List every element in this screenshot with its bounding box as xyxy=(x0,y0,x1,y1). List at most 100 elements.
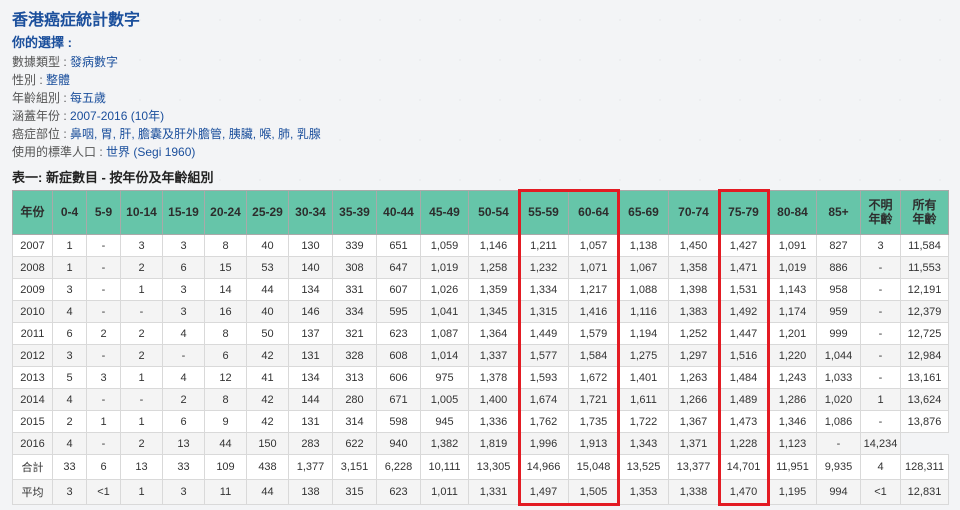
filter-row: 性別 : 整體 xyxy=(12,71,948,89)
filter-value: 世界 (Segi 1960) xyxy=(106,145,195,159)
column-header: 35-39 xyxy=(333,191,377,235)
value-cell: 3 xyxy=(861,235,901,257)
value-cell: 14,966 xyxy=(519,455,569,480)
value-cell: 1,489 xyxy=(719,389,769,411)
column-header: 70-74 xyxy=(669,191,719,235)
value-cell: - xyxy=(861,411,901,433)
value-cell: 1,378 xyxy=(469,367,519,389)
value-cell: 13,876 xyxy=(901,411,949,433)
value-cell: 1,450 xyxy=(669,235,719,257)
column-header: 40-44 xyxy=(377,191,421,235)
value-cell: 2 xyxy=(121,433,163,455)
filter-label: 癌症部位 : xyxy=(12,127,70,141)
column-header: 85+ xyxy=(817,191,861,235)
value-cell: 438 xyxy=(247,455,289,480)
value-cell: 13,525 xyxy=(619,455,669,480)
column-header: 55-59 xyxy=(519,191,569,235)
value-cell: 315 xyxy=(333,480,377,505)
value-cell: 1,286 xyxy=(769,389,817,411)
year-cell: 2012 xyxy=(13,345,53,367)
value-cell: 131 xyxy=(289,411,333,433)
year-cell: 2010 xyxy=(13,301,53,323)
value-cell: <1 xyxy=(87,480,121,505)
value-cell: 3 xyxy=(163,235,205,257)
value-cell: 1,722 xyxy=(619,411,669,433)
value-cell: 1,996 xyxy=(519,433,569,455)
value-cell: 44 xyxy=(205,433,247,455)
value-cell: 137 xyxy=(289,323,333,345)
value-cell: 1,334 xyxy=(519,279,569,301)
value-cell: 1,346 xyxy=(769,411,817,433)
value-cell: 1,762 xyxy=(519,411,569,433)
column-header: 20-24 xyxy=(205,191,247,235)
value-cell: 1,014 xyxy=(421,345,469,367)
value-cell: 1,735 xyxy=(569,411,619,433)
table-row: 平均3<11311441383156231,0111,3311,4971,505… xyxy=(13,480,949,505)
value-cell: 1 xyxy=(861,389,901,411)
value-cell: 999 xyxy=(817,323,861,345)
value-cell: 1,217 xyxy=(569,279,619,301)
value-cell: - xyxy=(121,389,163,411)
value-cell: 5 xyxy=(53,367,87,389)
value-cell: 1,252 xyxy=(669,323,719,345)
value-cell: 595 xyxy=(377,301,421,323)
value-cell: 623 xyxy=(377,480,421,505)
value-cell: 1,088 xyxy=(619,279,669,301)
value-cell: 1,033 xyxy=(817,367,861,389)
value-cell: 33 xyxy=(163,455,205,480)
value-cell: 1,005 xyxy=(421,389,469,411)
value-cell: 6 xyxy=(205,345,247,367)
value-cell: 1,345 xyxy=(469,301,519,323)
value-cell: 1,057 xyxy=(569,235,619,257)
value-cell: 109 xyxy=(205,455,247,480)
filter-summary: 數據類型 : 發病數字 性別 : 整體 年齡組別 : 每五歲 涵蓋年份 : 20… xyxy=(12,53,948,161)
value-cell: 2 xyxy=(163,389,205,411)
value-cell: - xyxy=(87,279,121,301)
value-cell: 1,377 xyxy=(289,455,333,480)
value-cell: 42 xyxy=(247,389,289,411)
value-cell: 12,984 xyxy=(901,345,949,367)
value-cell: 1,398 xyxy=(669,279,719,301)
value-cell: 321 xyxy=(333,323,377,345)
value-cell: 1 xyxy=(121,480,163,505)
filter-row: 年齡組別 : 每五歲 xyxy=(12,89,948,107)
value-cell: 2 xyxy=(121,323,163,345)
value-cell: 331 xyxy=(333,279,377,301)
value-cell: 1,232 xyxy=(519,257,569,279)
value-cell: 150 xyxy=(247,433,289,455)
value-cell: 1,449 xyxy=(519,323,569,345)
value-cell: 1,593 xyxy=(519,367,569,389)
value-cell: 3 xyxy=(163,301,205,323)
table-row: 20164-213441502836229401,3821,8191,9961,… xyxy=(13,433,949,455)
value-cell: 1,071 xyxy=(569,257,619,279)
value-cell: 14,234 xyxy=(861,433,901,455)
filter-row: 涵蓋年份 : 2007-2016 (10年) xyxy=(12,107,948,125)
value-cell: 40 xyxy=(247,301,289,323)
value-cell: 12,191 xyxy=(901,279,949,301)
value-cell: 15 xyxy=(205,257,247,279)
value-cell: 1,674 xyxy=(519,389,569,411)
your-choice-label: 你的選擇 : xyxy=(12,32,948,51)
value-cell: 1,367 xyxy=(669,411,719,433)
value-cell: - xyxy=(87,345,121,367)
value-cell: 994 xyxy=(817,480,861,505)
value-cell: 1,091 xyxy=(769,235,817,257)
year-cell: 2016 xyxy=(13,433,53,455)
value-cell: 1,383 xyxy=(669,301,719,323)
value-cell: 1,059 xyxy=(421,235,469,257)
value-cell: 13 xyxy=(121,455,163,480)
value-cell: 622 xyxy=(333,433,377,455)
value-cell: 1,195 xyxy=(769,480,817,505)
value-cell: 8 xyxy=(205,235,247,257)
value-cell: 671 xyxy=(377,389,421,411)
column-header: 所有年齡 xyxy=(901,191,949,235)
value-cell: 134 xyxy=(289,367,333,389)
value-cell: 308 xyxy=(333,257,377,279)
value-cell: 33 xyxy=(53,455,87,480)
value-cell: 1 xyxy=(87,411,121,433)
value-cell: 11,553 xyxy=(901,257,949,279)
column-header: 30-34 xyxy=(289,191,333,235)
value-cell: 44 xyxy=(247,480,289,505)
value-cell: 1,819 xyxy=(469,433,519,455)
value-cell: 280 xyxy=(333,389,377,411)
